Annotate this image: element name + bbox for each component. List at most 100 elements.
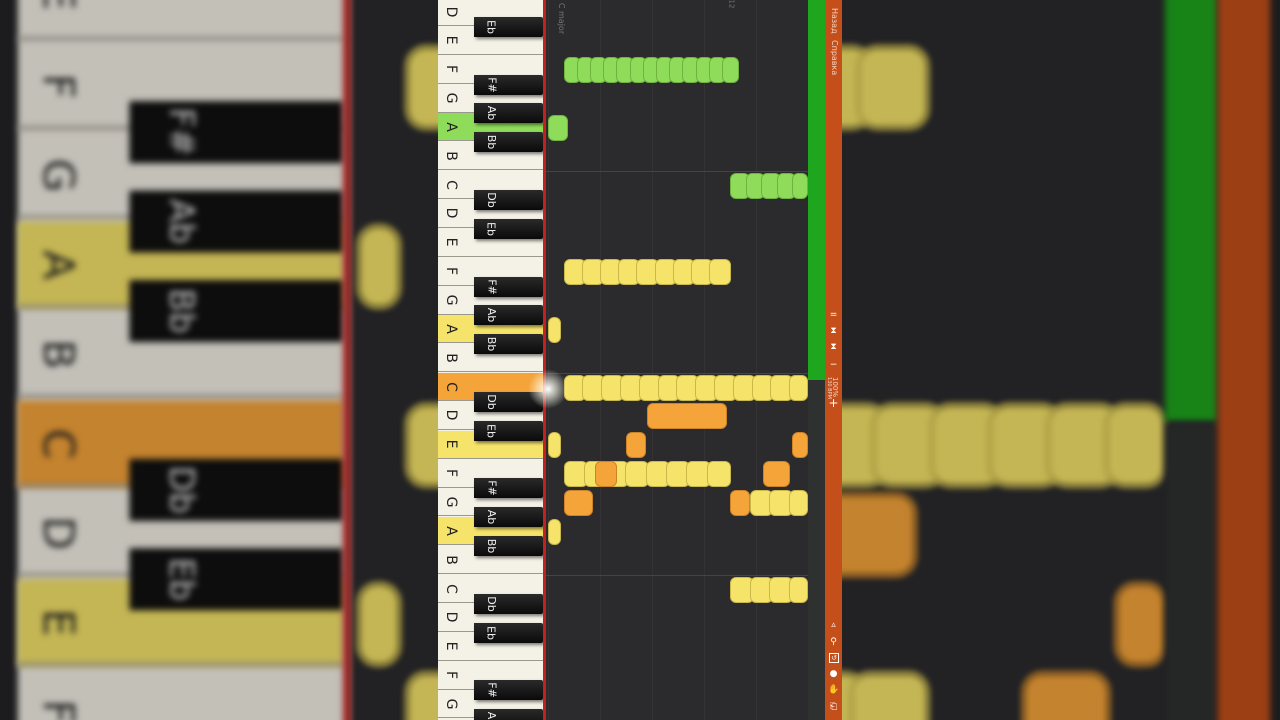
note-D5[interactable] — [646, 403, 728, 430]
skip-end-icon[interactable]: ⧗ — [830, 342, 837, 352]
white-key-E3[interactable]: E — [438, 27, 543, 55]
loop-icon[interactable]: ↺ — [829, 653, 839, 663]
note-E5[interactable] — [548, 432, 561, 459]
white-key-E4[interactable]: E — [438, 229, 543, 257]
key-label: Eb — [484, 19, 498, 34]
black-key-Ab[interactable]: Ab — [474, 103, 543, 124]
note-roll[interactable]: C major 12 — [546, 0, 808, 720]
black-key-Eb[interactable]: Eb — [474, 218, 543, 239]
grid-line — [704, 0, 705, 720]
grid-line — [756, 0, 757, 720]
black-key-Ab[interactable]: Ab — [474, 305, 543, 326]
white-key-B3[interactable]: B — [438, 142, 543, 171]
key-label: E — [443, 237, 459, 247]
octave-line — [546, 373, 808, 375]
note-G5[interactable] — [788, 489, 808, 516]
key-label: E — [443, 439, 459, 449]
note-E5[interactable] — [626, 432, 646, 459]
key-label: G — [443, 496, 459, 508]
note-A5[interactable] — [548, 518, 561, 545]
key-label: B — [443, 352, 459, 363]
black-key-Eb[interactable]: Eb — [474, 622, 543, 643]
note-C6[interactable] — [788, 576, 808, 603]
metronome-icon[interactable]: ▵ — [831, 620, 836, 630]
piano-keyboard[interactable]: D E F G A B C D E F G A B C D E F G A B C D E F G Eb F# Ab Bb Db Eb F# A… — [438, 0, 546, 720]
white-key-B4[interactable]: B — [438, 344, 543, 373]
note-F5[interactable] — [563, 461, 589, 488]
scale-label: C major — [557, 2, 567, 35]
black-key-Eb[interactable]: Eb — [474, 420, 543, 441]
pause-icon[interactable]: = — [829, 310, 838, 320]
key-label: Ab — [484, 106, 498, 121]
key-label: Ab — [484, 711, 498, 720]
octave-line — [546, 575, 808, 576]
hand-icon[interactable]: ✋ — [828, 685, 840, 695]
note-A4[interactable] — [548, 316, 561, 343]
grid-line — [548, 0, 549, 720]
black-key-Bb[interactable]: Bb — [474, 536, 543, 557]
key-label: C — [443, 179, 459, 190]
black-key-F#[interactable]: F# — [474, 478, 543, 499]
note-F5[interactable] — [762, 461, 790, 488]
black-key-Ab[interactable]: Ab — [474, 507, 543, 528]
black-key-Db[interactable]: Db — [474, 391, 543, 412]
key-label: F# — [485, 76, 499, 93]
key-label: G — [443, 294, 459, 306]
note-G5[interactable] — [563, 489, 594, 516]
key-label: F — [443, 671, 459, 680]
key-label: B — [443, 554, 459, 565]
key-label: Bb — [484, 134, 498, 150]
black-key-Db[interactable]: Db — [474, 593, 543, 614]
playback-remaining-strip[interactable] — [808, 380, 825, 720]
black-key-Ab[interactable]: Ab — [474, 709, 543, 720]
search-icon[interactable]: ⚲ — [830, 637, 837, 647]
black-key-F#[interactable]: F# — [474, 680, 543, 701]
exit-icon[interactable]: ⎗ — [829, 702, 838, 712]
key-label: C — [443, 381, 459, 392]
note-F5[interactable] — [645, 461, 670, 488]
black-key-Db[interactable]: Db — [474, 189, 543, 210]
back-button[interactable]: Назад — [830, 8, 839, 34]
key-label: B — [443, 150, 459, 161]
zoom-level: 100% — [831, 377, 839, 398]
grid-line — [600, 0, 601, 720]
key-label: D — [443, 6, 459, 17]
key-label: F — [443, 267, 459, 276]
plus-icon[interactable]: + — [828, 396, 839, 410]
key-label: Db — [485, 192, 499, 208]
note-C5[interactable] — [789, 374, 808, 401]
note-A3[interactable] — [548, 114, 568, 141]
black-key-F#[interactable]: F# — [474, 276, 543, 297]
key-label: Eb — [484, 221, 498, 236]
note-F5[interactable] — [594, 461, 617, 488]
key-label: G — [443, 698, 459, 710]
key-label: D — [443, 611, 459, 623]
note-C4[interactable] — [792, 172, 808, 199]
playback-progress-strip[interactable] — [808, 0, 825, 380]
key-label: Db — [485, 596, 499, 612]
black-key-Eb[interactable]: Eb — [474, 16, 543, 37]
black-key-F#[interactable]: F# — [474, 74, 543, 95]
key-label: G — [443, 92, 459, 104]
note-G5[interactable] — [730, 489, 750, 516]
black-key-Bb[interactable]: Bb — [474, 132, 543, 153]
note-F3[interactable] — [722, 57, 740, 84]
key-label: D — [443, 410, 459, 421]
key-label: F — [443, 469, 459, 478]
control-sidebar: Назад Справка = ⧗ ⧗ − 100% 130 BPM + ▵ ⚲… — [825, 0, 842, 720]
pin-icon[interactable]: ● — [829, 669, 838, 679]
key-label: Bb — [484, 538, 498, 554]
key-label: Ab — [484, 510, 498, 525]
help-button[interactable]: Справка — [830, 40, 839, 76]
note-F4[interactable] — [709, 259, 732, 286]
skip-start-icon[interactable]: ⧗ — [830, 326, 837, 336]
key-label: F# — [485, 682, 499, 699]
black-key-Bb[interactable]: Bb — [474, 334, 543, 355]
key-label: Ab — [484, 308, 498, 323]
note-F5[interactable] — [706, 461, 732, 488]
note-F5[interactable] — [665, 461, 691, 488]
white-key-E6[interactable]: E — [438, 633, 543, 661]
note-E5[interactable] — [792, 432, 808, 459]
white-key-B5[interactable]: B — [438, 546, 543, 575]
minus-icon[interactable]: − — [829, 360, 838, 370]
